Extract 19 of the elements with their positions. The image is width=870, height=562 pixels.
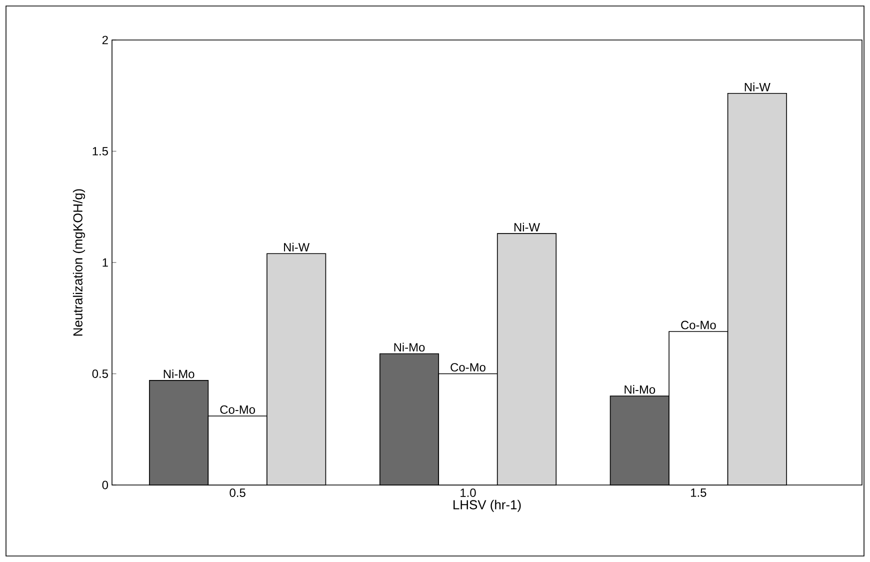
y-tick-label: 1.5: [92, 147, 108, 156]
x-tick-label: 1.0: [460, 488, 476, 497]
text: Ni-W: [284, 242, 310, 252]
y-tick-label: 0: [102, 480, 108, 490]
text: Co-Mo: [220, 405, 255, 414]
x-tick-label: 1.5: [691, 488, 706, 497]
text: Ni-Mo: [394, 342, 425, 352]
text: Ni-Mo: [624, 385, 656, 394]
y-axis-title: Neutralization (mgKOH/g): [72, 189, 86, 336]
text: Ni-W: [744, 82, 770, 92]
series-label: Ni-W: [514, 222, 540, 232]
y-tick-label: 1: [102, 258, 108, 267]
x-tick-label: 0.5: [230, 488, 246, 497]
y-tick-label: 0.5: [92, 370, 108, 378]
y-tick-label: 2: [102, 36, 108, 44]
series-label: Ni-Mo: [164, 369, 194, 378]
series-label: Co-Mo: [450, 363, 486, 372]
text: Co-Mo: [681, 320, 716, 330]
x-axis-title: LHSV (hr-1): [454, 500, 521, 512]
